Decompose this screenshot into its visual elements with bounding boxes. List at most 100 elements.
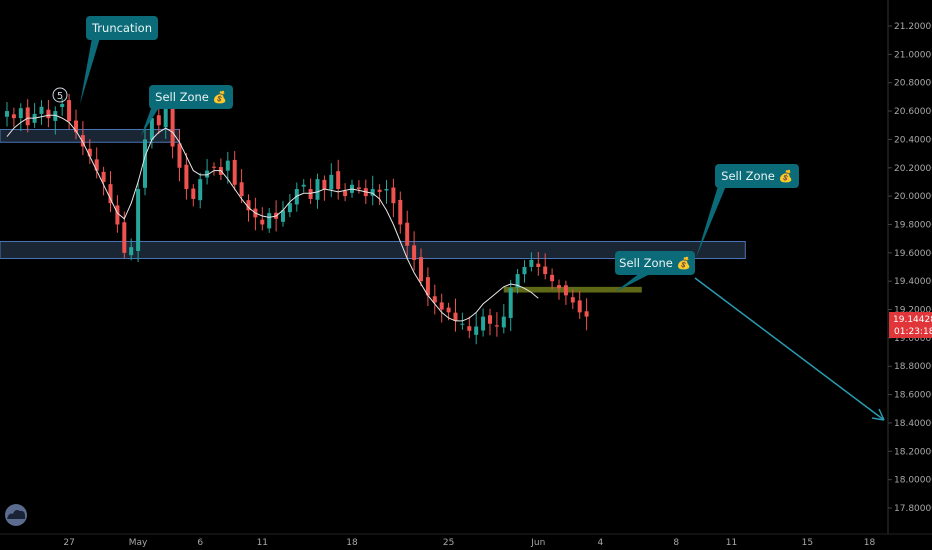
candle <box>308 178 313 205</box>
candle-body <box>5 111 9 117</box>
y-tick-label: 20.20000 <box>894 164 932 174</box>
x-tick-label: 4 <box>598 538 604 548</box>
candle <box>198 172 203 209</box>
moving-average-line <box>6 114 539 322</box>
candle <box>425 267 430 307</box>
y-tick-label: 20.60000 <box>894 107 932 117</box>
candle <box>501 304 506 334</box>
candle <box>563 280 568 305</box>
y-axis[interactable]: 21.20000 21.00000 20.80000 20.60000 20.40000… <box>888 22 932 514</box>
candle <box>474 312 479 345</box>
candle <box>108 171 113 213</box>
candle-body <box>398 199 403 225</box>
callout-pointer <box>141 106 160 136</box>
y-tick-label: 20.80000 <box>894 79 932 89</box>
candle-body <box>377 189 382 192</box>
candle <box>481 308 486 337</box>
x-tick-label: 6 <box>197 538 203 548</box>
candle-body <box>419 257 423 282</box>
candle-body <box>25 107 30 126</box>
truncation-callout[interactable]: Truncation <box>80 16 158 104</box>
candle <box>550 268 555 290</box>
candle <box>80 121 85 156</box>
candle <box>260 207 265 231</box>
candle <box>439 293 444 323</box>
candle-body <box>508 288 513 318</box>
candle-body <box>460 323 465 325</box>
callout-box <box>149 85 233 109</box>
candle <box>46 99 51 128</box>
x-axis[interactable]: 27 May 6 11 18 25 Jun 4 8 11 15 18 <box>63 538 875 548</box>
annotations-layer: Truncation Sell Zone 💰 Sell Zone 💰 Sell Zon… <box>52 16 885 421</box>
candle <box>115 195 120 233</box>
candle-body <box>336 171 341 190</box>
callout-box <box>615 251 695 275</box>
y-tick-label: 21.00000 <box>894 50 932 60</box>
candle-body <box>101 171 106 182</box>
candle <box>322 175 327 201</box>
candle <box>143 125 147 196</box>
candle-body <box>494 325 499 327</box>
candle-body <box>239 182 244 197</box>
candle-body <box>246 200 251 211</box>
candle-body <box>467 326 472 331</box>
sell-zone-callout-1[interactable]: Sell Zone 💰 <box>141 85 233 136</box>
candle <box>405 210 410 260</box>
candle-body <box>205 170 210 178</box>
tradingview-cloud-icon[interactable] <box>5 504 27 526</box>
y-tick-label: 17.80000 <box>894 504 932 514</box>
candle <box>53 106 58 135</box>
x-tick-label: 11 <box>726 538 737 548</box>
candle-body <box>143 139 147 188</box>
candle-body <box>522 267 527 275</box>
countdown-timer: 01:23:18 <box>894 327 932 337</box>
sell-zone-callout-2[interactable]: Sell Zone 💰 <box>696 164 799 258</box>
callout-box <box>86 16 158 40</box>
candle-body <box>577 300 582 313</box>
x-tick-label: 11 <box>257 538 268 548</box>
candle <box>184 153 189 200</box>
candle <box>5 101 9 127</box>
x-tick-label: 27 <box>63 538 74 548</box>
candle-body <box>80 135 85 147</box>
candle <box>205 159 210 185</box>
y-tick-label: 19.80000 <box>894 220 932 230</box>
candle <box>74 109 78 140</box>
candle-body <box>543 266 548 275</box>
candle <box>18 103 23 132</box>
y-tick-label: 19.20000 <box>894 306 932 316</box>
candle-body <box>212 166 216 168</box>
wave-5-text: 5 <box>57 91 63 102</box>
candle <box>177 129 182 182</box>
x-tick-label: 25 <box>443 538 454 548</box>
candle-body <box>108 184 113 204</box>
y-tick-label: 18.20000 <box>894 447 932 457</box>
candle <box>287 194 292 218</box>
candle <box>419 248 423 287</box>
candle-body <box>329 174 334 190</box>
candle-body <box>322 179 327 190</box>
candle-body <box>425 277 430 296</box>
middle-resistance-zone <box>0 240 746 259</box>
callout-label: Truncation <box>91 21 152 35</box>
y-tick-label: 18.40000 <box>894 419 932 429</box>
candle-body <box>184 164 189 190</box>
candle <box>494 312 499 337</box>
candle-body <box>170 105 175 147</box>
x-tick-label: Jun <box>530 538 545 548</box>
candle <box>267 208 272 233</box>
candle <box>212 162 216 176</box>
candle-body <box>308 189 313 199</box>
candle-body <box>136 189 141 252</box>
candle <box>232 151 237 191</box>
y-tick-label: 18.60000 <box>894 391 932 401</box>
candle <box>453 298 458 332</box>
y-tick-label: 19.40000 <box>894 277 932 287</box>
callout-pointer <box>696 186 726 258</box>
candle <box>432 284 437 315</box>
y-tick-label: 19.60000 <box>894 249 932 259</box>
sell-zone-callout-3[interactable]: Sell Zone 💰 <box>615 251 695 292</box>
candle-body <box>412 245 417 260</box>
candle <box>87 139 92 164</box>
